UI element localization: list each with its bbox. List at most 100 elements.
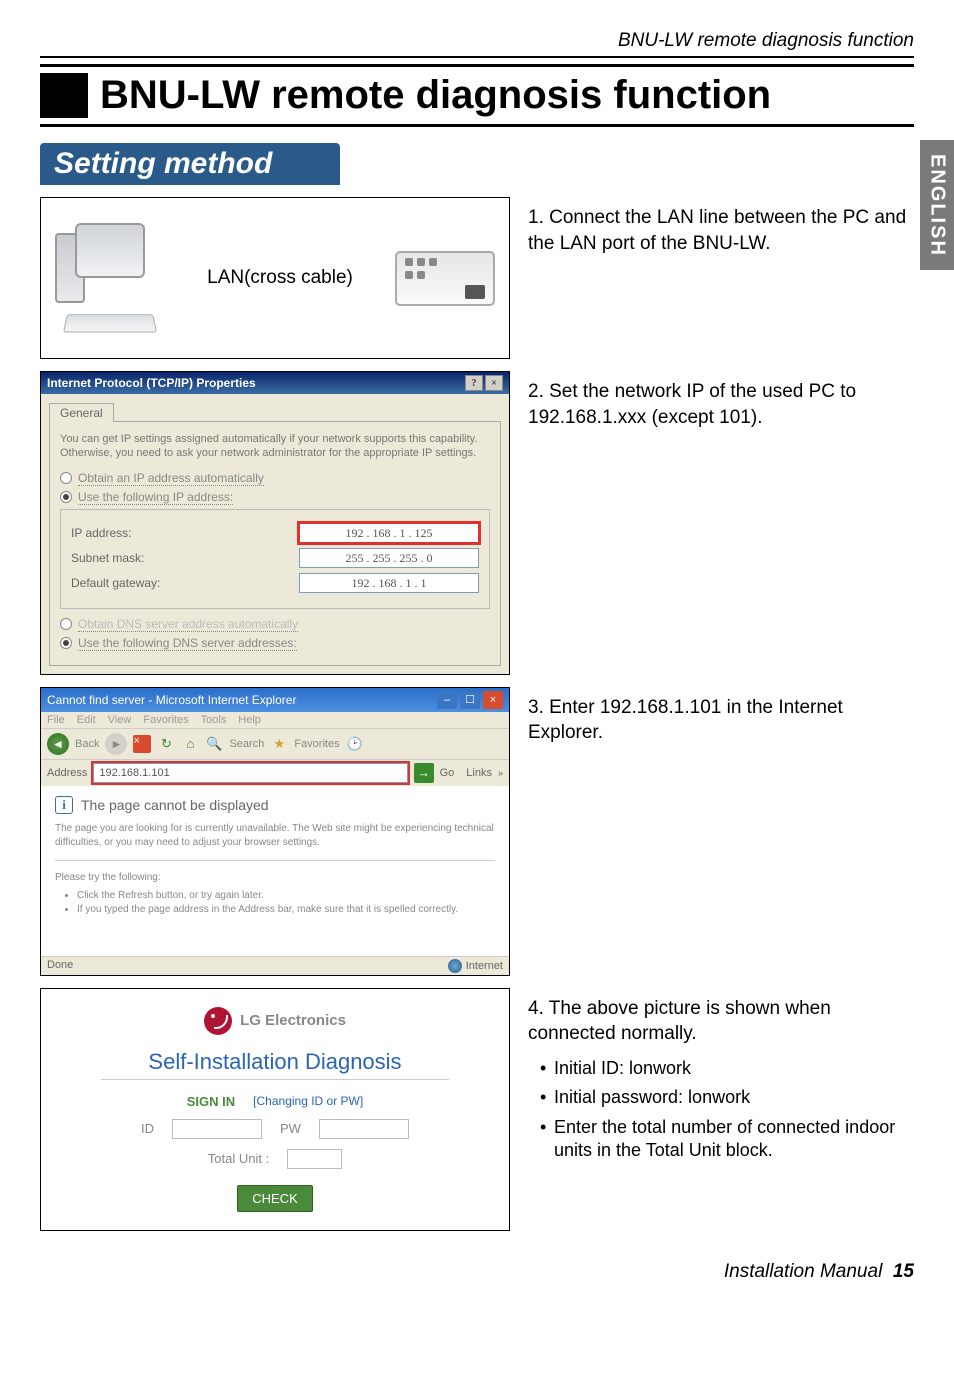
pc-icon [55, 223, 165, 333]
row-1: LAN(cross cable) 1. Connect the LAN line… [40, 197, 914, 359]
menu-view[interactable]: View [108, 714, 132, 726]
links-label[interactable]: Links [466, 767, 492, 779]
row-3: Cannot find server - Microsoft Internet … [40, 687, 914, 976]
radio-icon [60, 618, 72, 630]
radio-icon [60, 472, 72, 484]
history-icon[interactable]: 🕑 [346, 735, 364, 753]
lg-face-icon [204, 1007, 232, 1035]
ie-address-bar: Address 192.168.1.101 → Go Links » [41, 760, 509, 786]
menu-help[interactable]: Help [238, 714, 261, 726]
page: BNU-LW remote diagnosis function BNU-LW … [0, 0, 954, 1303]
radio-use-dns[interactable]: Use the following DNS server addresses: [60, 636, 490, 651]
step-4-bullet-2: Initial password: lonwork [540, 1086, 914, 1109]
maximize-button[interactable]: ☐ [460, 691, 480, 709]
dialog-title: Internet Protocol (TCP/IP) Properties [47, 376, 256, 390]
header-rule [40, 56, 914, 58]
bnu-device-icon [395, 251, 495, 306]
lg-logo-text: LG Electronics [240, 1012, 346, 1029]
pw-label: PW [280, 1121, 301, 1136]
close-button[interactable]: × [485, 375, 503, 391]
radio-use-ip[interactable]: Use the following IP address: [60, 490, 490, 505]
search-label: Search [229, 738, 264, 750]
go-label: Go [440, 767, 455, 779]
ie-statusbar: Done Internet [41, 956, 509, 975]
footer: Installation Manual 15 [40, 1261, 914, 1283]
step-4-block: 4. The above picture is shown when conne… [528, 988, 914, 1169]
close-button[interactable]: × [483, 691, 503, 709]
go-button[interactable]: → [414, 763, 434, 783]
radio-icon [60, 637, 72, 649]
back-button[interactable]: ◄ [47, 733, 69, 755]
check-button[interactable]: CHECK [237, 1185, 313, 1212]
default-gateway-input[interactable]: 192 . 168 . 1 . 1 [299, 573, 479, 593]
running-header: BNU-LW remote diagnosis function [40, 30, 914, 52]
figure-lan-diagram: LAN(cross cable) [40, 197, 510, 359]
radio-obtain-dns[interactable]: Obtain DNS server address automatically [60, 617, 490, 632]
id-label: ID [141, 1121, 154, 1136]
row-2: Internet Protocol (TCP/IP) Properties ? … [40, 371, 914, 675]
step-4-bullet-3: Enter the total number of connected indo… [540, 1116, 914, 1163]
minimize-button[interactable]: – [437, 691, 457, 709]
ip-address-label: IP address: [71, 526, 131, 540]
stop-button[interactable]: × [133, 735, 151, 753]
diagnosis-title: Self-Installation Diagnosis [61, 1049, 489, 1075]
menu-file[interactable]: File [47, 714, 65, 726]
back-label: Back [75, 738, 99, 750]
ie-title-text: Cannot find server - Microsoft Internet … [47, 693, 296, 707]
status-done: Done [47, 959, 73, 973]
try-item-1: Click the Refresh button, or try again l… [77, 889, 495, 903]
favorites-icon[interactable]: ★ [270, 735, 288, 753]
lg-logo: LG Electronics [204, 1007, 346, 1035]
menu-edit[interactable]: Edit [77, 714, 96, 726]
divider [101, 1079, 449, 1080]
signin-label: SIGN IN [187, 1094, 235, 1109]
home-icon[interactable]: ⌂ [181, 735, 199, 753]
lan-cable-label: LAN(cross cable) [165, 267, 395, 289]
language-tab: ENGLISH [920, 140, 954, 270]
ie-toolbar: ◄ Back ► × ↻ ⌂ 🔍 Search ★ Favorites 🕑 [41, 728, 509, 760]
internet-zone-icon [448, 959, 462, 973]
forward-button[interactable]: ► [105, 733, 127, 755]
total-unit-input[interactable] [287, 1149, 342, 1169]
radio-icon [60, 491, 72, 503]
info-icon: i [55, 796, 73, 814]
favorites-label: Favorites [294, 738, 339, 750]
menu-tools[interactable]: Tools [201, 714, 227, 726]
divider [55, 860, 495, 861]
step-3-text: 3. Enter 192.168.1.101 in the Internet E… [528, 687, 914, 746]
radio-obtain-ip[interactable]: Obtain an IP address automatically [60, 471, 490, 486]
status-zone: Internet [466, 960, 503, 972]
ip-group: IP address: 192 . 168 . 1 . 125 Subnet m… [60, 509, 490, 609]
title-block [40, 73, 88, 118]
figure-tcpip-dialog: Internet Protocol (TCP/IP) Properties ? … [40, 371, 510, 675]
menu-favorites[interactable]: Favorites [143, 714, 188, 726]
dialog-description: You can get IP settings assigned automat… [60, 432, 490, 461]
pw-input[interactable] [319, 1119, 409, 1139]
help-button[interactable]: ? [465, 375, 483, 391]
page-title: BNU-LW remote diagnosis function [100, 73, 771, 118]
try-heading: Please try the following: [55, 871, 495, 885]
change-id-pw-link[interactable]: [Changing ID or PW] [253, 1094, 363, 1108]
section-header: Setting method [40, 143, 340, 185]
refresh-icon[interactable]: ↻ [157, 735, 175, 753]
dialog-titlebar: Internet Protocol (TCP/IP) Properties ? … [41, 372, 509, 394]
try-item-2: If you typed the page address in the Add… [77, 903, 495, 917]
step-4-text: 4. The above picture is shown when conne… [528, 996, 914, 1047]
default-gateway-label: Default gateway: [71, 576, 160, 590]
error-description: The page you are looking for is currentl… [55, 822, 495, 850]
page-number: 15 [893, 1261, 914, 1282]
ip-address-input[interactable]: 192 . 168 . 1 . 125 [299, 523, 479, 543]
step-4-bullet-1: Initial ID: lonwork [540, 1057, 914, 1080]
step-1-text: 1. Connect the LAN line between the PC a… [528, 197, 914, 256]
figure-self-diagnosis: LG Electronics Self-Installation Diagnos… [40, 988, 510, 1231]
figure-ie-browser: Cannot find server - Microsoft Internet … [40, 687, 510, 976]
ie-menubar: File Edit View Favorites Tools Help [41, 712, 509, 728]
general-tab[interactable]: General [49, 403, 114, 422]
id-input[interactable] [172, 1119, 262, 1139]
row-4: LG Electronics Self-Installation Diagnos… [40, 988, 914, 1231]
address-input[interactable]: 192.168.1.101 [93, 763, 407, 783]
footer-text: Installation Manual [724, 1261, 882, 1282]
radio-use-dns-label: Use the following DNS server addresses: [78, 636, 297, 651]
subnet-mask-input[interactable]: 255 . 255 . 255 . 0 [299, 548, 479, 568]
search-icon[interactable]: 🔍 [205, 735, 223, 753]
